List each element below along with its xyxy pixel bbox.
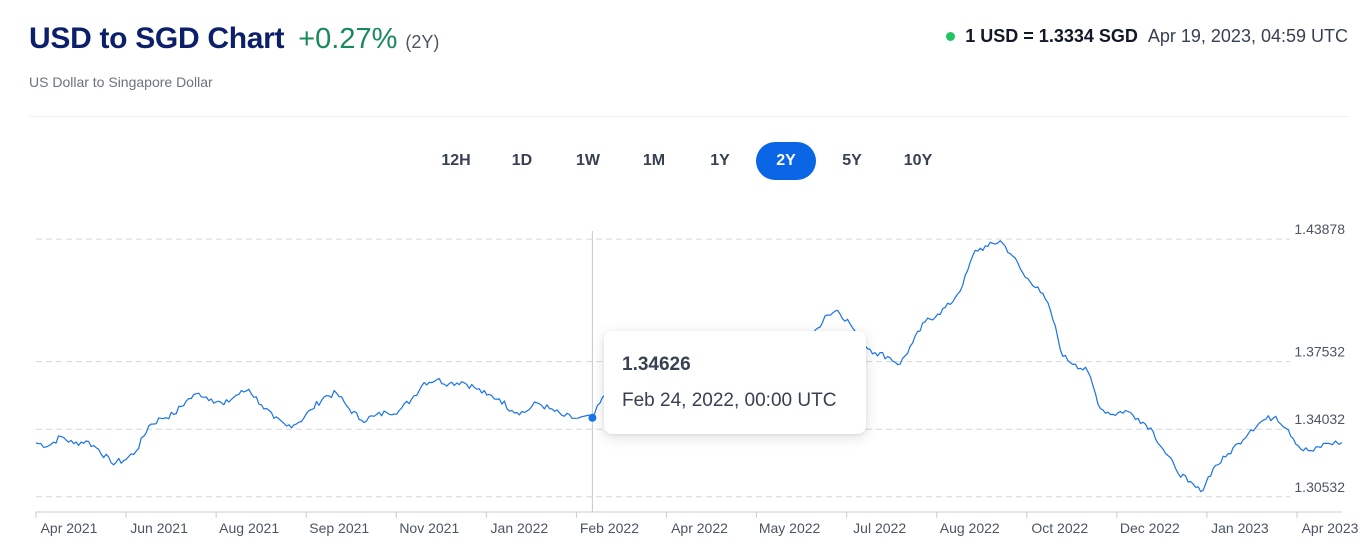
period-button-12h[interactable]: 12H	[441, 152, 471, 169]
y-tick-label: 1.34032	[1294, 411, 1345, 427]
x-tick-label: Jul 2022	[853, 520, 906, 536]
period-button-1y[interactable]: 1Y	[710, 152, 730, 169]
x-tick-label: Aug 2022	[940, 520, 1000, 536]
x-tick-label: Dec 2022	[1120, 520, 1180, 536]
x-tick-label: Aug 2021	[219, 520, 279, 536]
x-tick-label: Apr 2022	[671, 520, 728, 536]
x-tick-label: Oct 2022	[1031, 520, 1088, 536]
period-button-5y[interactable]: 5Y	[842, 152, 862, 169]
x-tick-label: Jun 2021	[130, 520, 188, 536]
live-status-icon	[946, 32, 956, 41]
rate-value: 1 USD = 1.3334 SGD	[965, 26, 1138, 46]
tooltip-date: Feb 24, 2022, 00:00 UTC	[622, 390, 837, 411]
period-button-10y[interactable]: 10Y	[903, 152, 933, 169]
x-tick-label: Jan 2023	[1211, 520, 1269, 536]
x-tick-label: Sep 2021	[309, 520, 369, 536]
y-tick-label: 1.43878	[1294, 221, 1345, 237]
period-selector: 12H 1D 1W 1M 1Y 2Y 5Y 10Y	[426, 142, 954, 180]
chart-tooltip: 1.34626 Feb 24, 2022, 00:00 UTC	[604, 331, 866, 434]
y-tick-label: 1.37532	[1294, 344, 1345, 360]
page-title: USD to SGD Chart	[29, 22, 285, 55]
x-tick-label: Feb 2022	[580, 520, 639, 536]
live-rate: 1 USD = 1.3334 SGD Apr 19, 2023, 04:59 U…	[946, 26, 1348, 47]
percent-change: +0.27%	[298, 23, 398, 55]
x-tick-label: Nov 2021	[399, 520, 459, 536]
title-row: USD to SGD Chart +0.27% (2Y)	[29, 22, 439, 56]
x-tick-label: Apr 2021	[41, 520, 98, 536]
period-button-1d[interactable]: 1D	[511, 152, 533, 169]
period-button-2y[interactable]: 2Y	[756, 142, 816, 180]
rate-timestamp: Apr 19, 2023, 04:59 UTC	[1147, 26, 1348, 46]
tooltip-value: 1.34626	[622, 354, 691, 375]
header-divider	[29, 116, 1348, 117]
x-tick-label: Apr 2023	[1302, 520, 1359, 536]
x-tick-label: May 2022	[759, 520, 821, 536]
page-subtitle: US Dollar to Singapore Dollar	[29, 74, 213, 90]
hover-point	[588, 413, 597, 422]
change-period: (2Y)	[405, 32, 440, 52]
y-tick-label: 1.30532	[1294, 479, 1345, 495]
chart-header: USD to SGD Chart +0.27% (2Y) US Dollar t…	[29, 22, 439, 90]
period-button-1w[interactable]: 1W	[576, 152, 600, 169]
period-button-1m[interactable]: 1M	[642, 152, 666, 169]
x-tick-label: Jan 2022	[491, 520, 549, 536]
